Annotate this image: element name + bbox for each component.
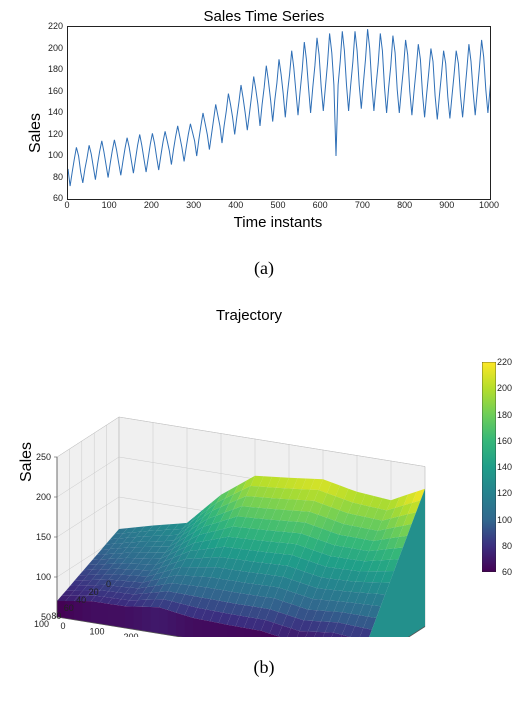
chart-a-ytick: 200	[39, 43, 63, 53]
chart-a-xtick: 700	[347, 200, 377, 210]
colorbar-tick: 60	[502, 567, 512, 577]
chart-a-xtick: 1000	[474, 200, 504, 210]
colorbar-tick: 120	[497, 488, 512, 498]
svg-text:0: 0	[106, 579, 111, 589]
colorbar-tick: 200	[497, 383, 512, 393]
chart-a: Sales Time Series Sales 6080100120140160…	[19, 8, 509, 238]
colorbar-tick: 140	[497, 462, 512, 472]
chart-a-ytick: 120	[39, 129, 63, 139]
svg-text:200: 200	[123, 632, 138, 637]
chart-a-ytick: 160	[39, 86, 63, 96]
chart-a-xtick: 0	[52, 200, 82, 210]
colorbar-tick: 80	[502, 541, 512, 551]
chart-a-xtick: 200	[136, 200, 166, 210]
svg-text:100: 100	[36, 572, 51, 582]
chart-a-xtick: 900	[432, 200, 462, 210]
svg-text:200: 200	[36, 492, 51, 502]
caption-a: (a)	[254, 258, 274, 279]
figure-container: Sales Time Series Sales 6080100120140160…	[0, 0, 528, 698]
chart-a-xtick: 400	[221, 200, 251, 210]
chart-a-xtick: 100	[94, 200, 124, 210]
chart-a-xtick: 500	[263, 200, 293, 210]
svg-text:0: 0	[60, 621, 65, 631]
svg-text:100: 100	[89, 627, 104, 637]
svg-text:150: 150	[36, 532, 51, 542]
chart-a-ytick: 220	[39, 21, 63, 31]
chart-a-ytick: 80	[39, 172, 63, 182]
svg-text:20: 20	[89, 587, 99, 597]
chart-a-xtick: 800	[390, 200, 420, 210]
svg-text:40: 40	[76, 595, 86, 605]
svg-text:60: 60	[64, 603, 74, 613]
chart-b-colorbar	[482, 362, 496, 572]
chart-a-line-svg	[68, 27, 490, 199]
colorbar-tick: 180	[497, 410, 512, 420]
chart-b-3d-svg: 5010015020025002040608010001002003004005…	[14, 307, 514, 637]
svg-text:250: 250	[36, 452, 51, 462]
chart-a-ytick: 180	[39, 64, 63, 74]
chart-a-xtick: 600	[305, 200, 335, 210]
chart-a-title: Sales Time Series	[19, 8, 509, 25]
chart-b-zlabel: Sales	[18, 442, 36, 482]
chart-a-xlabel: Time instants	[67, 214, 489, 231]
chart-a-ytick: 100	[39, 150, 63, 160]
chart-a-ytick: 140	[39, 107, 63, 117]
colorbar-tick: 160	[497, 436, 512, 446]
caption-b: (b)	[254, 657, 275, 678]
colorbar-tick: 220	[497, 357, 512, 367]
svg-text:100: 100	[34, 619, 49, 629]
svg-text:80: 80	[51, 611, 61, 621]
chart-b: Trajectory 50100150200250020406080100010…	[14, 307, 514, 637]
colorbar-tick: 100	[497, 515, 512, 525]
chart-a-xtick: 300	[179, 200, 209, 210]
chart-a-plot-area	[67, 26, 491, 200]
